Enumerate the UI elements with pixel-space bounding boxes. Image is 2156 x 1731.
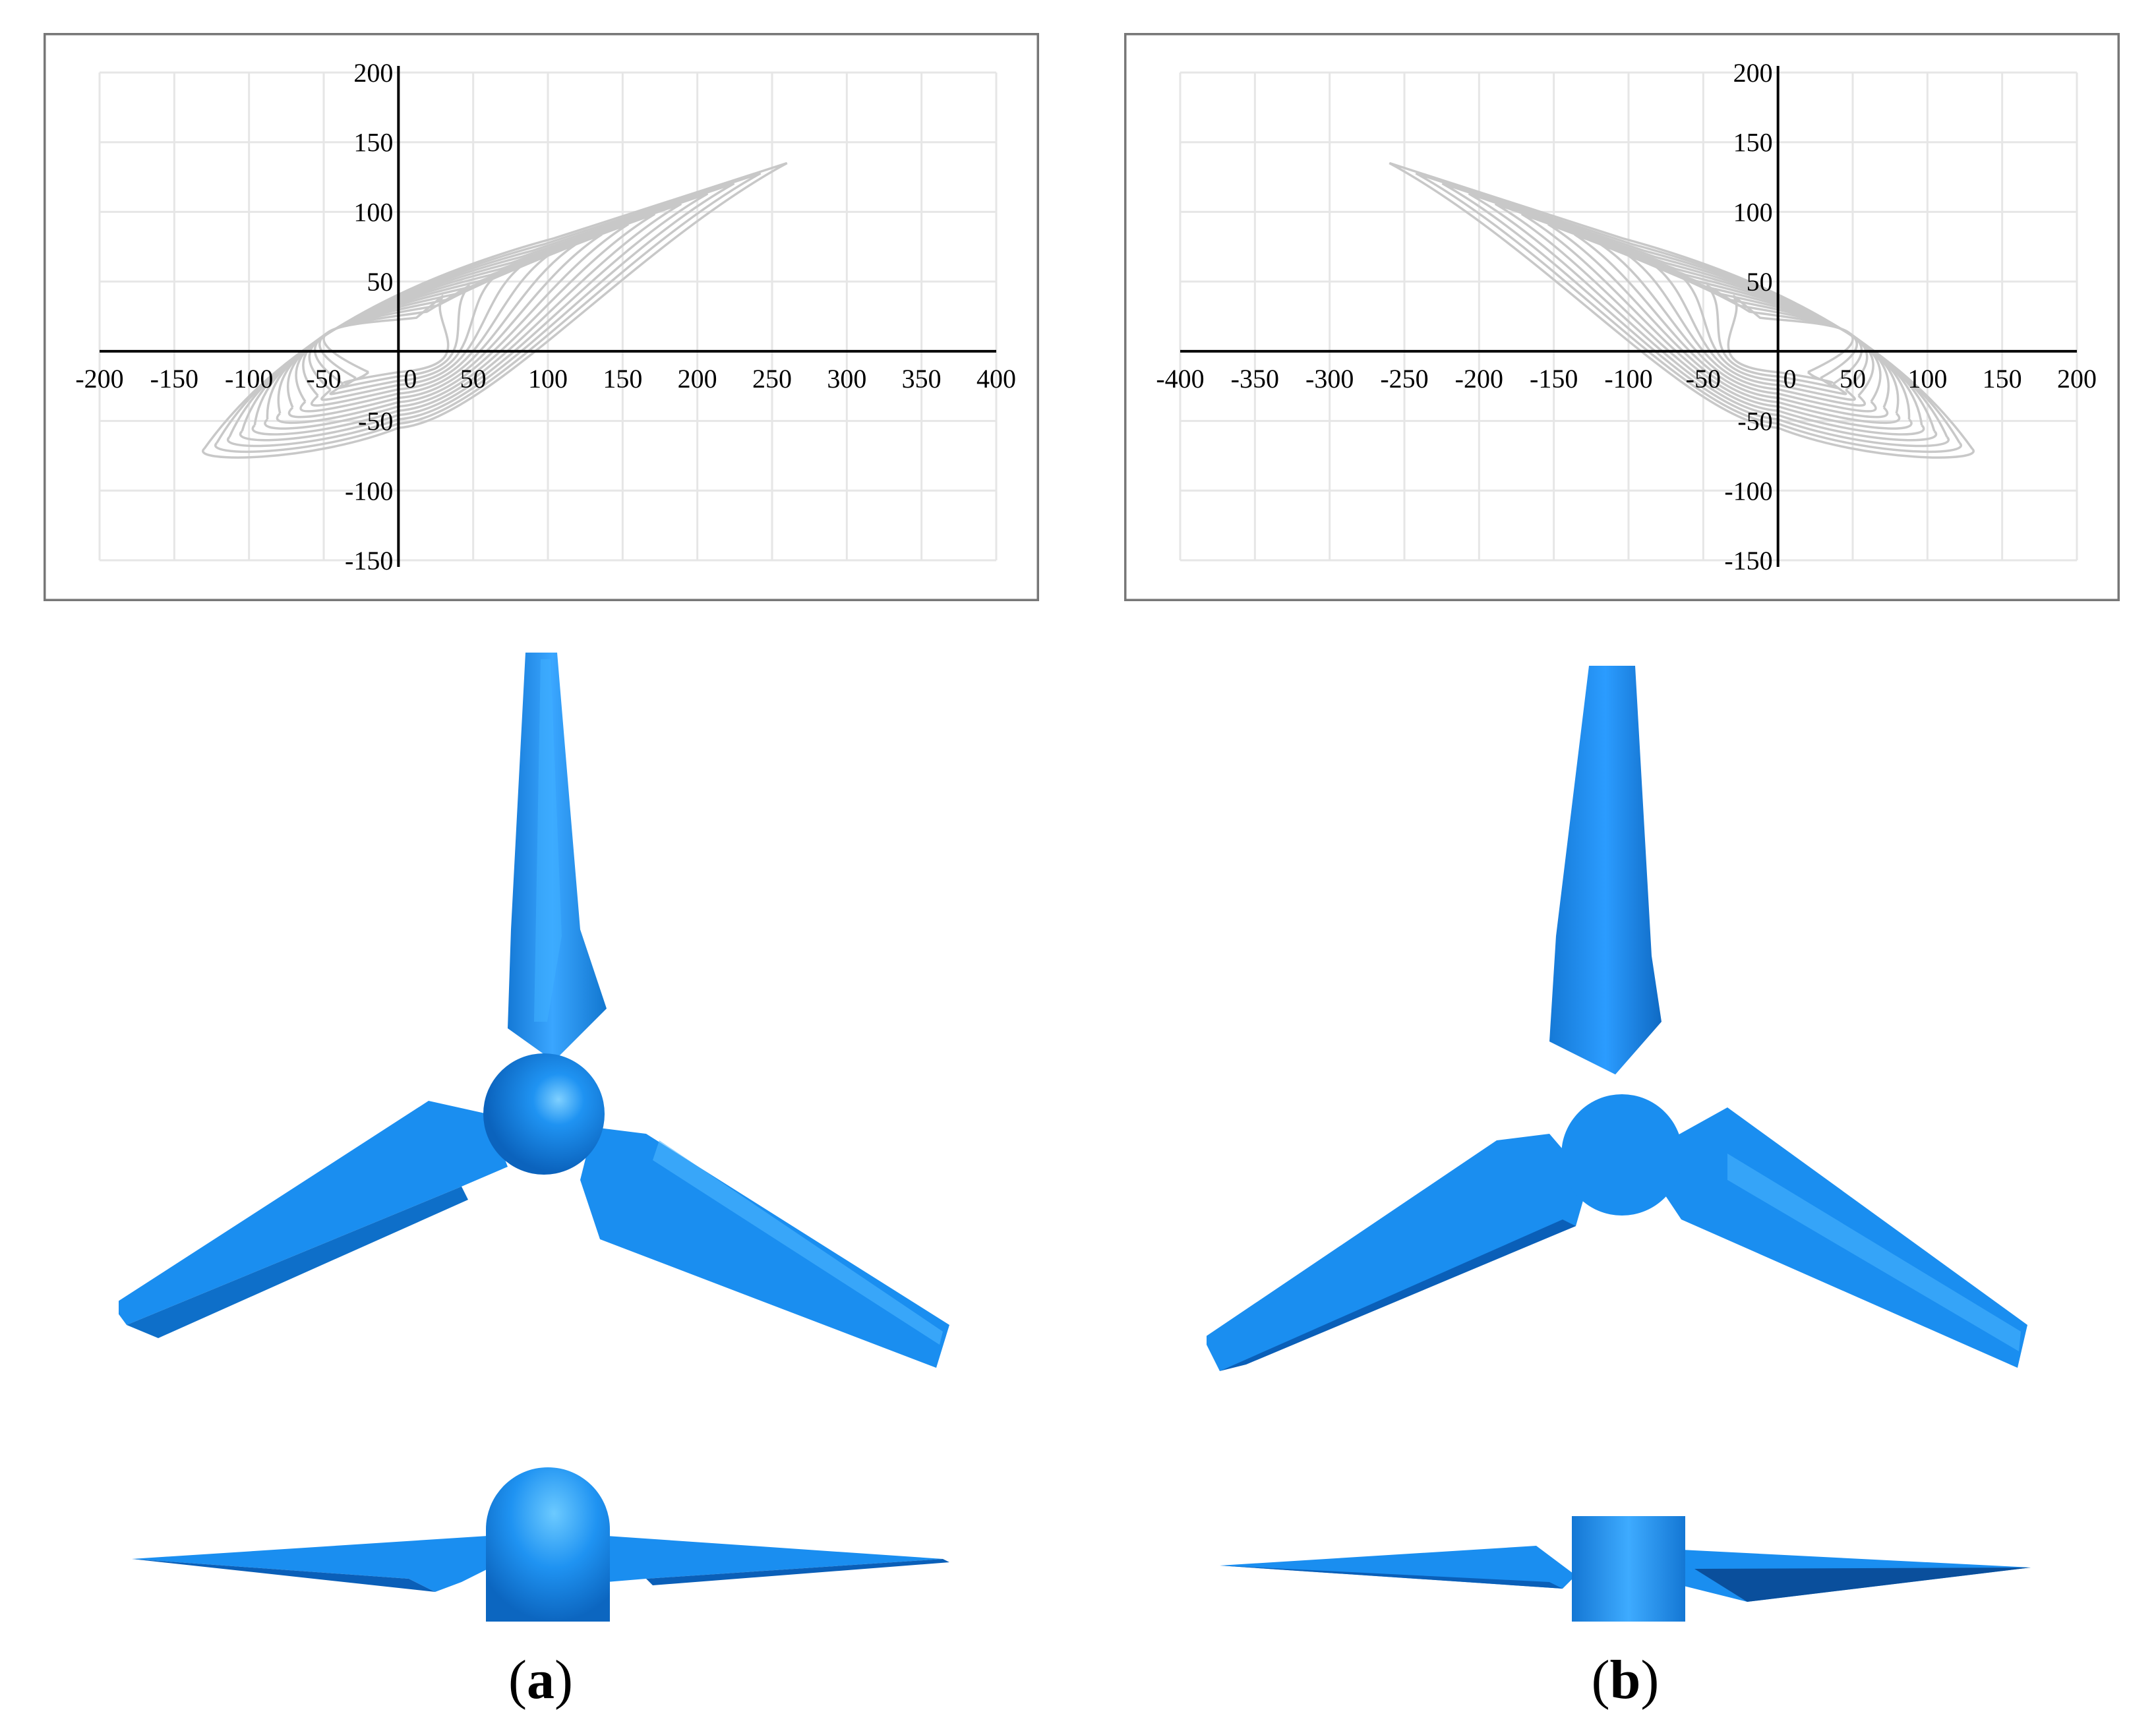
rotor-b-front-view xyxy=(1207,653,2064,1378)
profile-curve xyxy=(1727,294,1854,384)
blade-side-left xyxy=(1220,1546,1576,1589)
x-tick-label: 350 xyxy=(902,364,942,394)
y-tick-label: 200 xyxy=(353,58,393,88)
y-tick-label: 150 xyxy=(1733,128,1773,158)
x-tick-label: 50 xyxy=(1840,364,1866,394)
hub-side-dome xyxy=(486,1467,610,1622)
x-tick-label: 150 xyxy=(603,364,642,394)
x-tick-label: 0 xyxy=(1783,364,1797,394)
chart-border xyxy=(44,33,1039,601)
x-tick-label: -150 xyxy=(150,364,198,394)
blade-left xyxy=(1207,1134,1589,1371)
y-tick-label: -150 xyxy=(345,546,393,575)
blade-side-right xyxy=(607,1536,943,1582)
rotor-b-side-view xyxy=(1220,1450,2077,1622)
x-tick-label: -200 xyxy=(1455,364,1503,394)
chart-border xyxy=(1124,33,2120,601)
rotor-a-front-view xyxy=(119,653,976,1378)
x-tick-label: -350 xyxy=(1231,364,1279,394)
y-tick-label: -150 xyxy=(1724,546,1772,575)
x-tick-label: -150 xyxy=(1530,364,1578,394)
x-tick-label: 400 xyxy=(976,364,1016,394)
y-tick-label: 50 xyxy=(367,267,393,297)
hub-flat xyxy=(1561,1094,1683,1216)
x-tick-label: 200 xyxy=(678,364,717,394)
x-tick-label: -400 xyxy=(1156,364,1204,394)
y-tick-label: -50 xyxy=(358,407,393,436)
x-tick-label: -100 xyxy=(1604,364,1652,394)
hub-side-cylinder xyxy=(1572,1516,1685,1622)
y-tick-label: 200 xyxy=(1733,58,1773,88)
x-tick-label: 300 xyxy=(827,364,866,394)
x-tick-label: -100 xyxy=(225,364,273,394)
x-tick-label: 150 xyxy=(1983,364,2022,394)
y-tick-label: 100 xyxy=(1733,197,1773,227)
x-tick-label: -250 xyxy=(1380,364,1428,394)
x-tick-label: 0 xyxy=(404,364,417,394)
chart-b-frame: -400 -350 -300 -250 -200 -150 -100 -50 0 50 100 150… xyxy=(1124,33,2120,601)
x-tick-label: 250 xyxy=(752,364,792,394)
blade-side-left xyxy=(132,1536,508,1592)
y-tick-label: -100 xyxy=(345,476,393,506)
x-tick-label: 100 xyxy=(1907,364,1947,394)
chart-a-frame: -200 -150 -100 -50 0 50 100 150 200 250 300 350 400 2… xyxy=(44,33,1039,601)
y-tick-label: 50 xyxy=(1747,267,1773,297)
x-tick-label: -50 xyxy=(306,364,341,394)
x-tick-label: 100 xyxy=(528,364,568,394)
x-tick-label: 200 xyxy=(2057,364,2097,394)
y-tick-label: -100 xyxy=(1724,476,1772,506)
caption-a: (a) xyxy=(508,1649,573,1711)
x-tick-label: 50 xyxy=(460,364,487,394)
y-tick-label: -50 xyxy=(1737,407,1772,436)
x-tick-label: -200 xyxy=(75,364,123,394)
chart-a: -200 -150 -100 -50 0 50 100 150 200 250 300 350 400 2… xyxy=(44,33,1039,601)
rotor-a-side-view xyxy=(132,1450,989,1622)
blade-left xyxy=(119,1101,508,1325)
x-tick-label: -300 xyxy=(1305,364,1354,394)
caption-b: (b) xyxy=(1591,1649,1660,1711)
hub-spherical xyxy=(483,1053,605,1175)
profile-curve xyxy=(322,294,450,384)
y-tick-label: 150 xyxy=(353,128,393,158)
blade-top xyxy=(1549,666,1662,1074)
blade-right xyxy=(580,1127,949,1368)
y-tick-label: 100 xyxy=(353,197,393,227)
chart-b: -400 -350 -300 -250 -200 -150 -100 -50 0 50 100 150… xyxy=(1124,33,2120,601)
x-tick-label: -50 xyxy=(1686,364,1721,394)
